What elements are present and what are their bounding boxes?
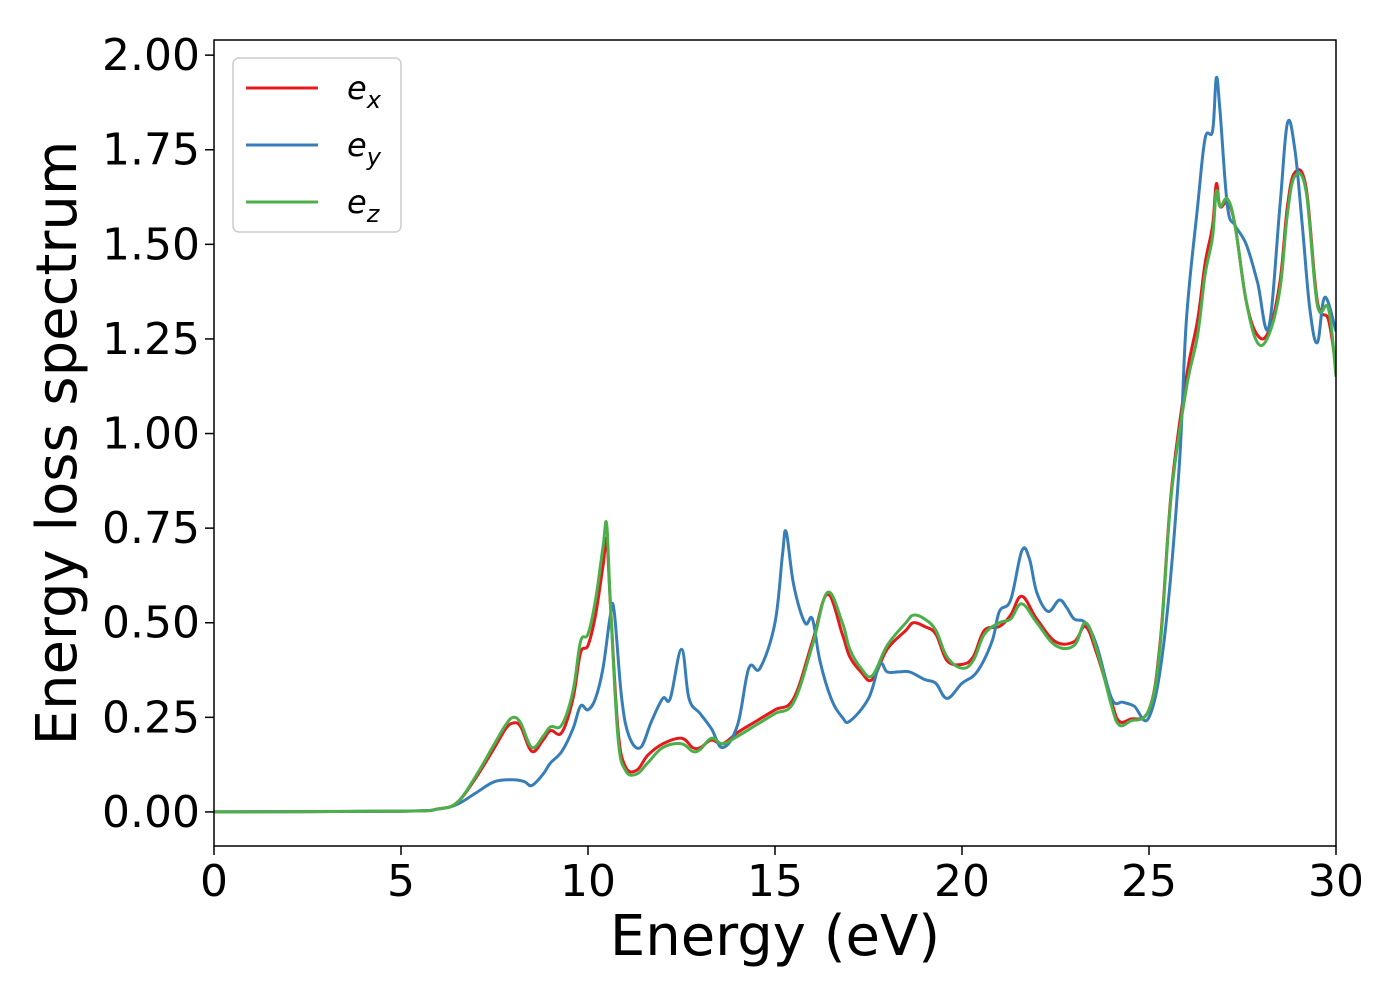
x-axis-label: Energy (eV) <box>610 904 940 969</box>
series-line-e-z <box>214 171 1336 814</box>
legend-label-e-y: ey <box>347 126 382 171</box>
y-tick-label: 1.25 <box>102 314 200 365</box>
x-tick-label: 10 <box>560 856 616 907</box>
series-line-e-y <box>214 75 1336 814</box>
y-tick-label: 0.75 <box>102 503 200 554</box>
x-tick-label: 5 <box>387 856 415 907</box>
legend-label-e-x: ex <box>347 69 382 114</box>
y-tick-label: 1.50 <box>102 219 200 270</box>
x-tick-label: 0 <box>200 856 228 907</box>
y-tick-label: 0.50 <box>102 598 200 649</box>
x-tick-label: 20 <box>934 856 990 907</box>
y-tick-label: 0.00 <box>102 787 200 838</box>
x-axis: 0 5 10 15 20 25 30 <box>200 846 1364 907</box>
y-axis: 0.00 0.25 0.50 0.75 1.00 1.25 1.50 1.75 2.00 <box>102 30 214 838</box>
y-axis-label: Energy loss spectrum <box>25 141 90 746</box>
y-tick-label: 1.00 <box>102 409 200 460</box>
x-tick-label: 15 <box>747 856 803 907</box>
y-tick-label: 1.75 <box>102 125 200 176</box>
y-tick-label: 2.00 <box>102 30 200 81</box>
series-line-e-x <box>214 168 1336 814</box>
legend: ex ey ez <box>232 57 402 233</box>
series-layer <box>214 75 1336 814</box>
y-tick-label: 0.25 <box>102 692 200 743</box>
x-tick-label: 30 <box>1308 856 1364 907</box>
x-tick-label: 25 <box>1121 856 1177 907</box>
legend-label-e-z: ez <box>347 183 381 228</box>
